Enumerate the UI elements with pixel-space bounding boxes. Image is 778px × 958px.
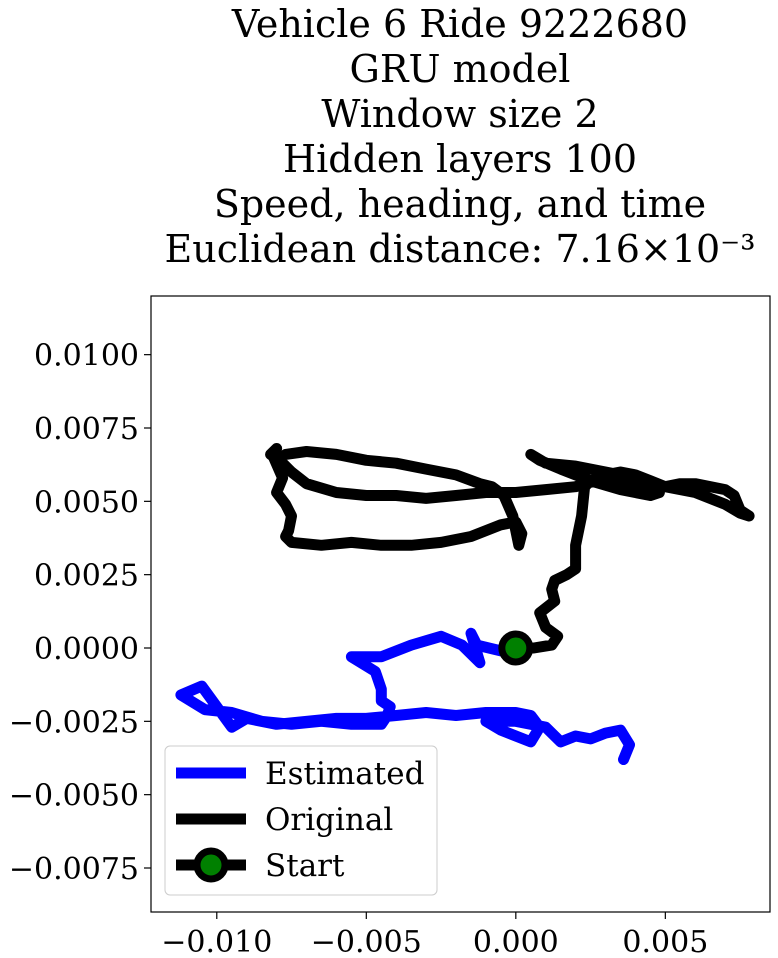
start-marker — [498, 630, 534, 666]
y-tick-label: 0.0050 — [34, 485, 139, 520]
series-layer — [175, 443, 755, 765]
title-line-1: Vehicle 6 Ride 9222680 — [231, 2, 689, 46]
y-tick-label: −0.0075 — [9, 852, 139, 887]
x-tick-label: 0.005 — [622, 925, 708, 958]
y-tick-label: 0.0025 — [34, 559, 139, 594]
title-line-2: GRU model — [349, 47, 571, 91]
y-tick-label: 0.0100 — [34, 339, 139, 374]
series-line-estimated — [175, 627, 635, 765]
title-line-5: Speed, heading, and time — [213, 182, 707, 226]
x-tick-label: −0.010 — [161, 925, 272, 958]
y-tick-label: −0.0025 — [9, 705, 139, 740]
legend-frame — [164, 745, 438, 896]
legend: Estimated Original Start — [164, 745, 438, 896]
title-line-6: Euclidean distance: 7.16×10⁻³ — [164, 227, 756, 271]
y-tick-label: 0.0075 — [34, 412, 139, 447]
series-line-original — [265, 443, 755, 654]
chart-title: Vehicle 6 Ride 9222680 GRU model Window … — [0, 2, 778, 272]
x-tick-label: 0.000 — [473, 925, 559, 958]
legend-start-marker — [193, 847, 229, 883]
y-tick-label: −0.0050 — [9, 779, 139, 814]
y-axis-ticks: 0.0100 0.0075 0.0050 0.0025 0.0000 −0.0025 −0.… — [9, 339, 151, 887]
legend-original-label: Original — [265, 802, 393, 838]
x-tick-label: −0.005 — [311, 925, 422, 958]
title-line-4: Hidden layers 100 — [282, 137, 638, 181]
x-axis-ticks: −0.010 −0.005 0.000 0.005 — [161, 912, 708, 958]
legend-start-label: Start — [265, 848, 345, 884]
y-tick-label: 0.0000 — [34, 632, 139, 667]
title-line-3: Window size 2 — [321, 92, 599, 136]
legend-estimated-label: Estimated — [265, 756, 424, 792]
